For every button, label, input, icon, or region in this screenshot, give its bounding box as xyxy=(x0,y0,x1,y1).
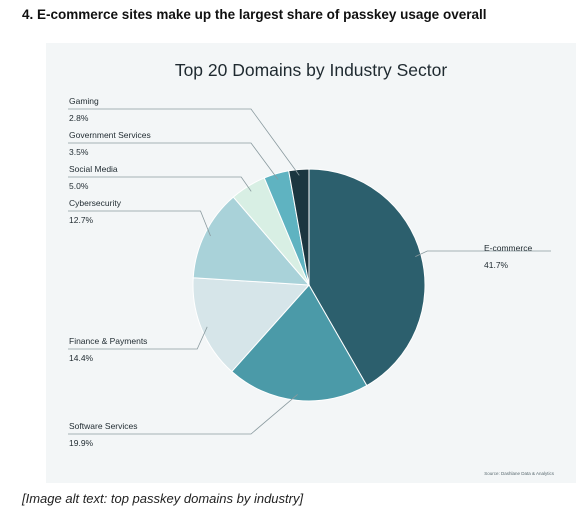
slice-value-label: 2.8% xyxy=(69,113,89,123)
pie-slice-software-services xyxy=(231,284,368,402)
slice-value-label: 19.9% xyxy=(69,438,94,448)
callout-line xyxy=(68,176,252,192)
slice-label: Social Media xyxy=(69,164,118,174)
callout-line xyxy=(68,210,211,237)
slice-label: Gaming xyxy=(69,96,99,106)
chart-card: Top 20 Domains by Industry Sector E-comm… xyxy=(46,43,576,483)
pie-slice-gaming xyxy=(288,168,310,286)
slice-value-label: 5.0% xyxy=(69,181,89,191)
slice-label: Government Services xyxy=(69,130,151,140)
callout-line xyxy=(68,326,208,350)
pie-slice-cybersecurity xyxy=(192,196,311,286)
slice-label: Software Services xyxy=(69,421,138,431)
slice-value-label: 41.7% xyxy=(484,260,509,270)
callout-lines xyxy=(68,108,551,435)
section-heading: 4. E-commerce sites make up the largest … xyxy=(22,7,487,22)
slice-label: E-commerce xyxy=(484,243,532,253)
source-note: Source: Dashlane Data & Analytics xyxy=(484,471,555,476)
callout-line xyxy=(68,108,300,176)
slice-labels: E-commerce 41.7% Software Services 19.9% Fin… xyxy=(69,96,532,448)
callout-line xyxy=(415,250,551,257)
image-alt-text: [Image alt text: top passkey domains by … xyxy=(22,491,304,506)
pie-slice-finance-payments xyxy=(192,277,311,373)
callout-line xyxy=(68,394,298,435)
slice-label: Finance & Payments xyxy=(69,336,147,346)
pie-chart: Top 20 Domains by Industry Sector E-comm… xyxy=(68,60,555,476)
callout-line xyxy=(68,142,279,180)
slice-label: Cybersecurity xyxy=(69,198,122,208)
slice-value-label: 3.5% xyxy=(69,147,89,157)
pie-slices xyxy=(192,168,426,402)
slice-value-label: 12.7% xyxy=(69,215,94,225)
pie-slice-e-commerce xyxy=(308,168,426,387)
chart-title: Top 20 Domains by Industry Sector xyxy=(175,60,448,80)
slice-value-label: 14.4% xyxy=(69,353,94,363)
